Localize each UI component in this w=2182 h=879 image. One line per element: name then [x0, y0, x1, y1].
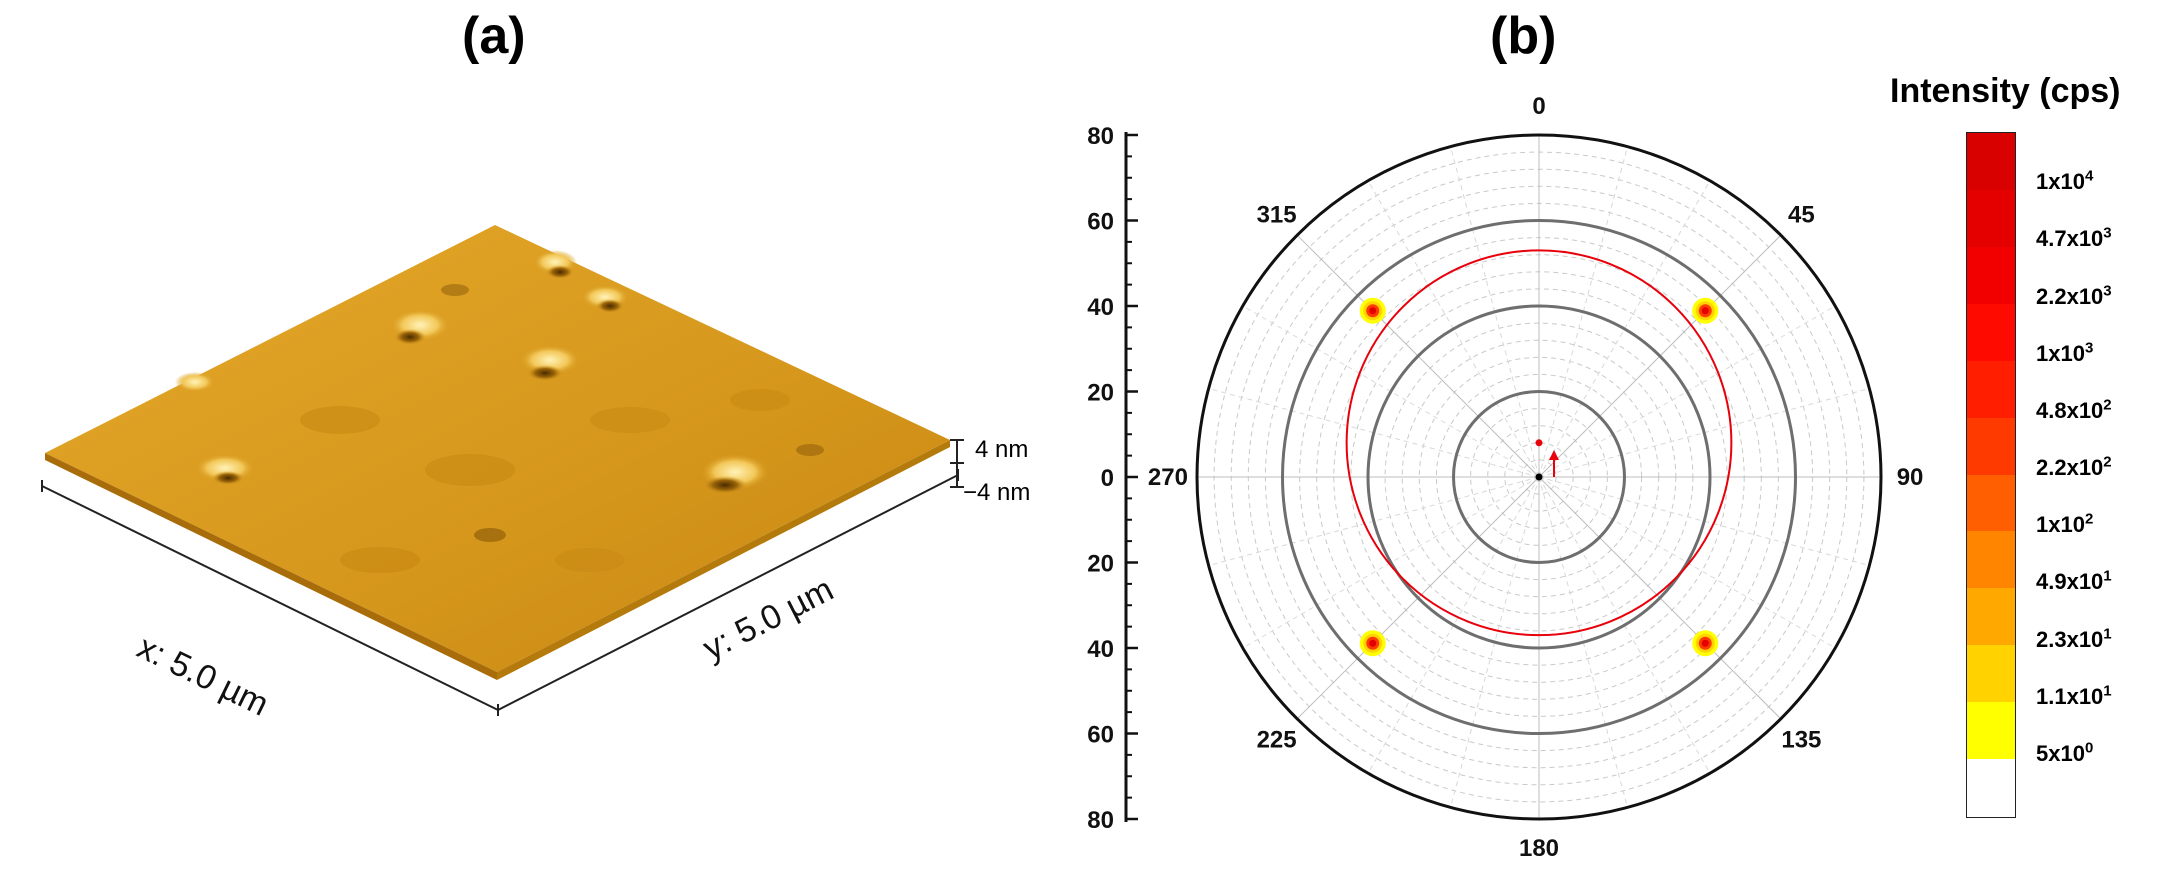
- peak-center: [1701, 639, 1709, 647]
- afm-z-scale-max: 4 nm: [975, 436, 1029, 463]
- red-fit-circle: [1345, 249, 1733, 637]
- radial-axis-tick-label: 80: [1087, 807, 1114, 834]
- afm-surface-edge: [45, 453, 497, 680]
- colorbar-tick-label: 1x104: [2036, 167, 2094, 195]
- peak-center: [1701, 307, 1709, 315]
- polar-angle-label: 180: [1519, 835, 1559, 862]
- colorbar-tick-label: 1x102: [2036, 510, 2094, 538]
- colorbar-segment: [1967, 531, 2015, 589]
- polar-angle-label: 315: [1257, 202, 1297, 229]
- panel-a-label: (a): [462, 7, 526, 65]
- colorbar-segment: [1967, 360, 2015, 419]
- polar-angle-label: 90: [1897, 464, 1924, 491]
- colorbar-tick-label: 2.2x102: [2036, 453, 2112, 480]
- afm-z-scale-min: −4 nm: [963, 479, 1031, 506]
- colorbar-segment: [1967, 588, 2015, 646]
- center-dot: [1535, 473, 1543, 481]
- colorbar-segment: [1967, 759, 2015, 817]
- polar-angle-label: 225: [1257, 726, 1297, 753]
- colorbar-tick-label: 4.8x102: [2036, 396, 2112, 423]
- polar-angle-label: 135: [1781, 726, 1821, 753]
- radial-axis-tick-label: 80: [1087, 123, 1114, 150]
- colorbar-tick-label: 2.2x103: [2036, 282, 2112, 309]
- radial-axis-tick-label: 60: [1087, 209, 1114, 236]
- colorbar-tick-label: 5x100: [2036, 739, 2094, 766]
- polar-ring: [1281, 219, 1797, 735]
- afm-surface: [45, 225, 950, 672]
- colorbar-segment: [1967, 189, 2015, 248]
- colorbar-tick-label: 2.3x101: [2036, 625, 2112, 652]
- radial-axis-tick-label: 40: [1087, 294, 1114, 321]
- afm-features: [175, 250, 824, 573]
- colorbar-tick-label: 4.7x103: [2036, 225, 2112, 252]
- colorbar-segment: [1967, 702, 2015, 760]
- radial-axis-tick-label: 60: [1087, 722, 1114, 749]
- colorbar-segment: [1967, 303, 2015, 362]
- colorbar-segment: [1967, 645, 2015, 703]
- afm-axes: [41, 439, 964, 716]
- polar-pole-figure: 0 45 90 135 180 225 270 315 80 60 40 20 0 20 40 60 80: [1087, 93, 1924, 862]
- polar-ring: [1366, 304, 1712, 650]
- colorbar-tick-label: 1x103: [2036, 339, 2094, 366]
- polar-angle-label: 0: [1532, 93, 1545, 120]
- afm-surface-edge-right: [497, 440, 950, 680]
- radial-axis-tick-label: 20: [1087, 380, 1114, 407]
- afm-surface-plot: [41, 225, 964, 716]
- colorbar-tick-label: 1.1x101: [2036, 682, 2112, 709]
- red-arrow-head: [1549, 450, 1559, 460]
- red-center-dot: [1535, 439, 1543, 447]
- polar-angle-label: 45: [1788, 202, 1815, 229]
- peak-center: [1369, 307, 1377, 315]
- colorbar-tick-label: 4.9x101: [2036, 568, 2112, 595]
- colorbar-segment: [1967, 417, 2015, 476]
- colorbar: [1966, 132, 2016, 818]
- radial-axis-tick-label: 20: [1087, 551, 1114, 578]
- colorbar-segment: [1967, 133, 2015, 191]
- polar-ring: [1452, 390, 1626, 564]
- radial-axis-tick-label: 0: [1101, 465, 1114, 492]
- polar-angle-label: 270: [1148, 464, 1188, 491]
- colorbar-segment: [1967, 474, 2015, 533]
- panel-b-label: (b): [1490, 7, 1557, 65]
- colorbar-title: Intensity (cps): [1890, 72, 2121, 110]
- polar-outer-boundary: [1195, 133, 1883, 821]
- colorbar-segment: [1967, 246, 2015, 305]
- peak-center: [1369, 639, 1377, 647]
- radial-axis-tick-label: 40: [1087, 636, 1114, 663]
